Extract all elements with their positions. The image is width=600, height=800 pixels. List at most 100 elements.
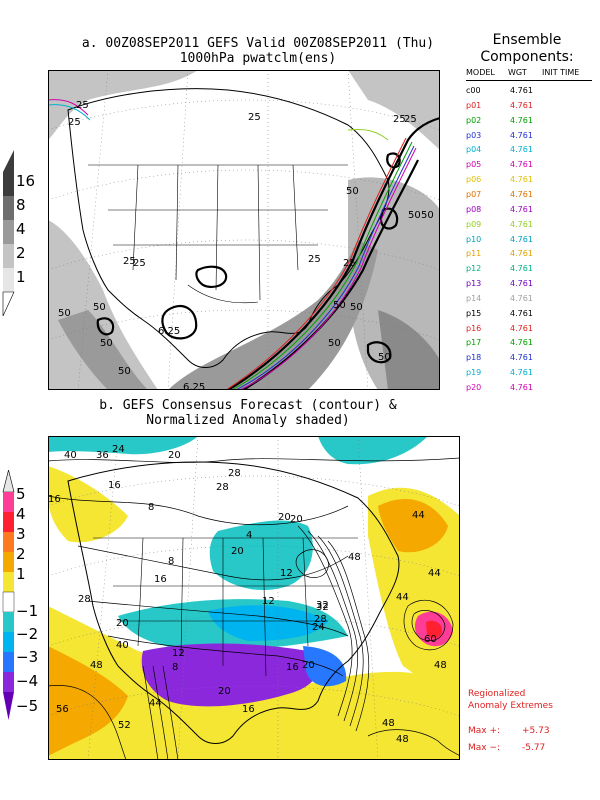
colorbar-a-swatch-1 — [3, 268, 14, 292]
anomaly-extremes-title-line1: Regionalized — [468, 689, 526, 699]
map-b-label: 28 — [78, 594, 91, 605]
ensemble-member-name: p20 — [466, 383, 482, 392]
map-b-shade-orange-sw — [48, 646, 128, 756]
ensemble-member-name: p02 — [466, 115, 482, 125]
map-b-shade-purple-south — [141, 643, 319, 707]
map-b-label: 16 — [154, 574, 167, 585]
map-b-shade-blue-south — [303, 646, 347, 687]
map-b-label: 32 — [316, 600, 329, 611]
ensemble-member-weight: 4.761 — [510, 338, 533, 348]
ensemble-member-weight: 4.761 — [510, 279, 533, 289]
map-a-shading-mexico — [58, 310, 148, 390]
map-b-shade-orange-east — [378, 498, 448, 553]
ensemble-member-name: p10 — [466, 234, 482, 244]
ensemble-member-name: p19 — [466, 368, 482, 378]
map-b-label: 20 — [231, 546, 244, 557]
panel-b-title-line2: Normalized Anomaly shaded) — [146, 413, 350, 428]
ensemble-member-weight: 4.761 — [510, 130, 533, 140]
ensemble-member-weight: 4.761 — [510, 353, 533, 363]
map-a-label: 25 — [133, 258, 146, 269]
anomaly-max-plus-value: +5.73 — [522, 726, 550, 736]
anomaly-max-plus: Max +: +5.73 — [468, 725, 598, 737]
ensemble-member-name: p16 — [466, 323, 482, 333]
colorbar-b-label-2: 2 — [16, 545, 26, 563]
colorbar-b-label-minus5: −5 — [16, 697, 39, 715]
ensemble-title-line2: Components: — [480, 49, 574, 65]
colorbar-b-label-minus1: −1 — [16, 602, 39, 620]
map-a-label: 25 — [393, 114, 406, 125]
ensemble-header: MODEL WGT INIT TIME — [466, 68, 592, 81]
map-b-label: 44 — [396, 592, 409, 603]
panel-a-map: 25 25 25 25 25 25 25 25 50 50 50 50 50 5… — [48, 70, 440, 390]
map-b-coastline — [67, 461, 400, 744]
map-a-label: 25 — [68, 117, 81, 128]
map-a-label: 25 — [404, 114, 417, 125]
map-b-shade-cyan-ne — [318, 436, 428, 465]
ensemble-member-weight: 4.761 — [510, 115, 533, 125]
map-a-shading-arctic — [48, 70, 198, 140]
map-b-label: 44 — [149, 698, 162, 709]
colorbar-b-label-minus4: −4 — [16, 672, 39, 690]
map-b-label: 8 — [148, 502, 154, 513]
ensemble-member-weight: 4.761 — [510, 145, 533, 155]
ensemble-member-name: c00 — [466, 86, 481, 95]
map-b-label: 12 — [172, 648, 185, 659]
map-b-shade-yellow-south — [48, 606, 460, 760]
map-a-borders — [88, 164, 348, 304]
colorbar-b-label-5: 5 — [16, 485, 26, 503]
ensemble-header-model: MODEL — [466, 68, 495, 77]
colorbar-b-swatch-3 — [3, 532, 14, 552]
ensemble-member-name: p15 — [466, 308, 482, 318]
ensemble-member-name: p09 — [466, 219, 482, 229]
map-a-shading-caribbean — [378, 310, 440, 390]
ensemble-member-name: p17 — [466, 338, 482, 348]
map-b-label: 20 — [290, 514, 303, 525]
colorbar-a-tip-top — [3, 150, 14, 172]
map-b-frame — [48, 436, 460, 760]
ensemble-member-weight: 4.761 — [510, 249, 533, 259]
map-b-label: 4 — [246, 530, 252, 541]
map-a-label: 25 — [76, 100, 89, 111]
map-b-label: 48 — [348, 552, 361, 563]
colorbar-b-swatch-2 — [3, 552, 14, 572]
map-a-shading-gulf — [168, 240, 378, 390]
colorbar-b-swatch-zero — [2, 591, 15, 613]
anomaly-max-minus: Max −: -5.77 — [468, 742, 598, 754]
map-b-label: 24 — [112, 444, 125, 455]
anomaly-max-plus-label: Max +: — [468, 726, 501, 736]
colorbar-a-label-16: 16 — [16, 172, 36, 190]
map-b-label: 48 — [90, 660, 103, 671]
map-b-label: 36 — [96, 450, 109, 461]
ensemble-title-line1: Ensemble — [492, 32, 562, 48]
map-a-label: 50 — [421, 210, 434, 221]
map-b-label: 20 — [116, 618, 129, 629]
map-a-frame — [48, 70, 440, 390]
colorbar-b-swatch-minus3 — [3, 652, 14, 672]
map-b-label: 24 — [312, 622, 325, 633]
ensemble-member-weight: 4.761 — [510, 293, 533, 303]
ensemble-member-weight: 4.761 — [510, 368, 533, 378]
colorbar-a-label-4: 4 — [16, 220, 26, 238]
map-a-label: 50 — [93, 302, 106, 313]
map-b-label: 48 — [396, 734, 409, 745]
colorbar-b-label-4: 4 — [16, 505, 26, 523]
map-b-shade-cyan-north — [48, 436, 198, 455]
colorbar-a-label-2: 2 — [16, 244, 26, 262]
ensemble-member-weight: 4.761 — [510, 100, 533, 110]
anomaly-max-minus-label: Max −: — [468, 743, 501, 753]
panel-b-title-line1: b. GEFS Consensus Forecast (contour) & — [99, 398, 397, 413]
panel-b-map: 40 36 24 20 16 28 16 8 20 28 20 4 8 20 1… — [48, 436, 460, 760]
map-b-label: 8 — [168, 556, 174, 567]
colorbar-a-swatch-8 — [3, 196, 14, 220]
colorbar-b-label-minus2: −2 — [16, 625, 39, 643]
ensemble-member-weight: 4.761 — [510, 189, 533, 199]
ensemble-member-weight: 4.761 — [510, 219, 533, 229]
map-a-label: 25 — [123, 256, 136, 267]
map-b-graticule — [48, 436, 460, 760]
ensemble-member-name: p04 — [466, 145, 482, 155]
map-a-label: 25 — [308, 254, 321, 265]
map-b-shade-yellow-nw — [48, 466, 128, 543]
ensemble-member-name: p13 — [466, 279, 482, 289]
map-b-label: 16 — [108, 480, 121, 491]
map-a-label: 50 — [350, 302, 363, 313]
